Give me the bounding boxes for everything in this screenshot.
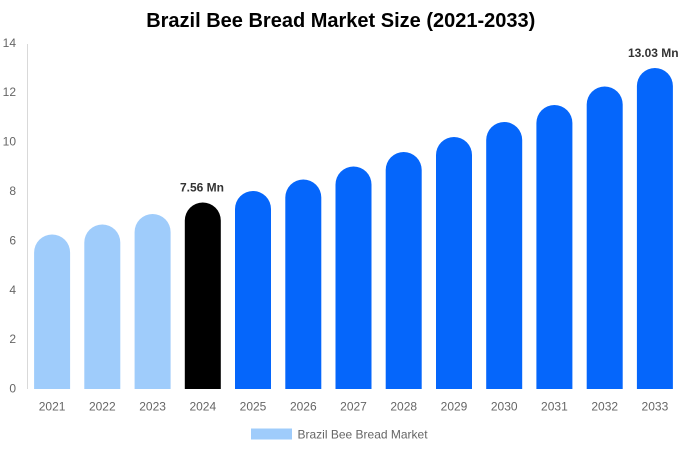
svg-text:0: 0 bbox=[9, 382, 16, 396]
svg-text:2031: 2031 bbox=[541, 400, 568, 414]
svg-text:6: 6 bbox=[9, 233, 16, 247]
svg-text:2029: 2029 bbox=[441, 400, 468, 414]
svg-text:10: 10 bbox=[3, 135, 17, 149]
svg-text:2023: 2023 bbox=[139, 400, 166, 414]
svg-text:2032: 2032 bbox=[591, 400, 618, 414]
svg-text:14: 14 bbox=[3, 36, 17, 50]
svg-text:12: 12 bbox=[3, 85, 17, 99]
svg-text:2026: 2026 bbox=[290, 400, 317, 414]
svg-text:Brazil Bee Bread Market: Brazil Bee Bread Market bbox=[298, 428, 429, 442]
svg-text:2028: 2028 bbox=[390, 400, 417, 414]
svg-text:2021: 2021 bbox=[39, 400, 66, 414]
svg-text:7.56 Mn: 7.56 Mn bbox=[180, 180, 224, 194]
svg-text:2030: 2030 bbox=[491, 400, 518, 414]
svg-text:8: 8 bbox=[9, 184, 16, 198]
svg-text:Brazil Bee Bread Market Size (: Brazil Bee Bread Market Size (2021-2033) bbox=[146, 10, 535, 32]
svg-text:4: 4 bbox=[9, 283, 16, 297]
svg-text:13.03 Mn: 13.03 Mn bbox=[628, 46, 679, 60]
svg-text:2024: 2024 bbox=[189, 400, 216, 414]
svg-text:2025: 2025 bbox=[240, 400, 267, 414]
svg-text:2022: 2022 bbox=[89, 400, 116, 414]
svg-text:2027: 2027 bbox=[340, 400, 367, 414]
svg-text:2: 2 bbox=[9, 332, 16, 346]
svg-text:2033: 2033 bbox=[642, 400, 669, 414]
